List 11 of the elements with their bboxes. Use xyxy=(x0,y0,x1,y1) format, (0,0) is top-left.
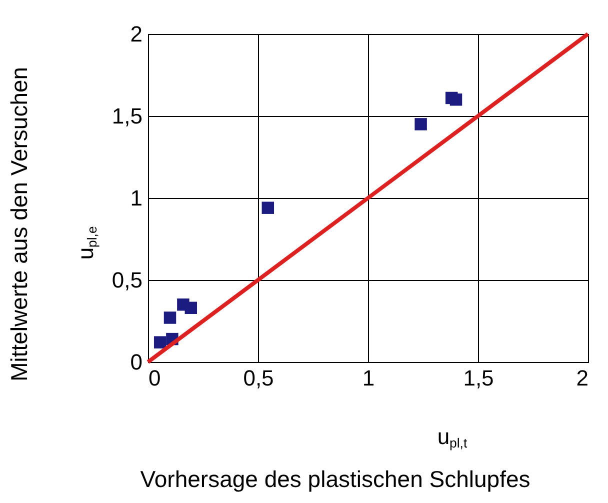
x-tick-label: 0,5 xyxy=(243,366,274,390)
x-tick-label: 2 xyxy=(576,366,588,390)
y-tick-label: 2 xyxy=(130,22,142,46)
y-tick-label: 1,5 xyxy=(112,104,142,128)
y-tick-label: 0,5 xyxy=(112,268,142,292)
text: Mittelwerte aus den Versuchen upl,e xyxy=(6,66,100,382)
y-tick-label: 1 xyxy=(130,186,142,210)
x-tick-label: 1,5 xyxy=(463,366,494,390)
x-tick-label: 1 xyxy=(362,366,375,390)
x-tick-label: 0 xyxy=(148,366,161,390)
y-tick-label: 0 xyxy=(130,350,142,374)
